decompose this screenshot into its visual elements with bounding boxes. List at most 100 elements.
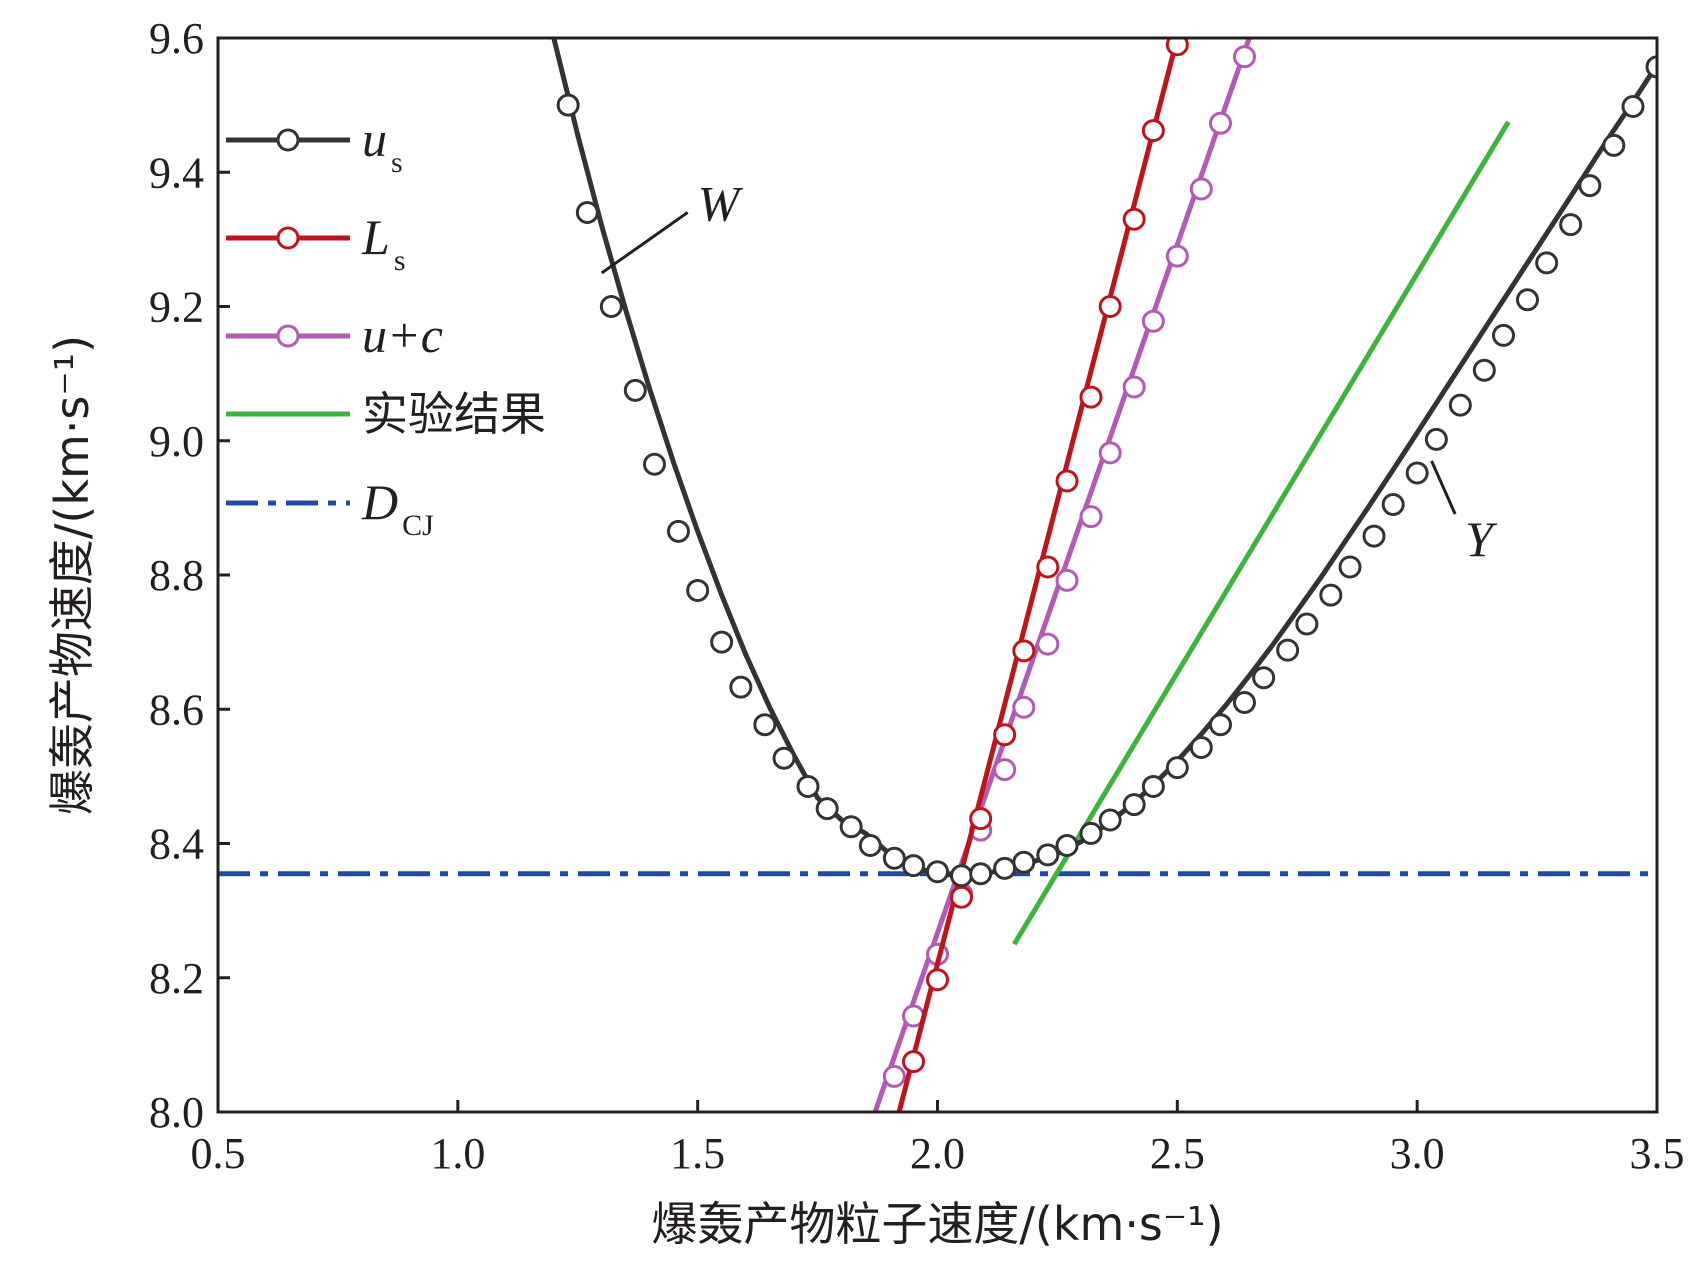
data-point-us <box>1381 493 1405 517</box>
series-exp <box>1012 120 1511 946</box>
data-point-Ls <box>993 723 1017 747</box>
data-point-uc <box>1141 309 1165 333</box>
legend-label-uc: u+c <box>362 307 443 363</box>
data-point-us <box>815 797 839 821</box>
y-axis-title: 爆轰产物速度/(km·s⁻¹) <box>45 335 99 815</box>
data-point-us <box>623 378 647 402</box>
data-point-us <box>1295 612 1319 636</box>
y-tick-label: 9.4 <box>149 148 204 197</box>
data-point-us <box>1098 808 1122 832</box>
legend-marker-us <box>276 128 300 152</box>
legend-item-exp: 实验结果 <box>226 387 546 441</box>
series-uc <box>872 38 1256 1112</box>
data-point-us <box>1141 774 1165 798</box>
data-point-us <box>949 864 973 888</box>
x-tick-label: 3.0 <box>1390 1129 1445 1178</box>
x-tick-label: 3.5 <box>1630 1129 1685 1178</box>
data-point-us <box>1165 756 1189 780</box>
legend: u s L s u+c 实验结果 D CJ <box>226 111 546 542</box>
x-tick-label: 2.5 <box>1150 1129 1205 1178</box>
y-tick-label: 8.4 <box>149 820 204 869</box>
data-point-us <box>839 815 863 839</box>
data-point-uc <box>1165 244 1189 268</box>
y-tick-label: 9.2 <box>149 283 204 332</box>
data-point-us <box>1189 736 1213 760</box>
y-tick-label: 8.8 <box>149 551 204 600</box>
data-point-us <box>753 713 777 737</box>
data-point-us <box>1276 638 1300 662</box>
data-point-uc <box>1209 111 1233 135</box>
data-point-us <box>882 846 906 870</box>
data-point-us <box>710 630 734 654</box>
data-point-us <box>1645 55 1657 79</box>
data-point-uc <box>1079 505 1103 529</box>
data-point-Ls <box>1012 639 1036 663</box>
data-point-us <box>1036 843 1060 867</box>
data-point-us <box>1472 358 1496 382</box>
data-point-Ls <box>1141 119 1165 143</box>
annotation-W: W <box>600 175 744 275</box>
data-point-us <box>1578 174 1602 198</box>
data-point-us <box>858 834 882 858</box>
y-tick-label: 9.6 <box>149 14 204 63</box>
annotation-leader <box>600 211 689 275</box>
legend-item-dcj: D CJ <box>226 474 434 542</box>
data-point-uc <box>993 758 1017 782</box>
series-layer <box>218 38 1657 1112</box>
legend-item-uc: u+c <box>226 307 443 363</box>
legend-label-dcj: D CJ <box>361 474 434 542</box>
data-point-uc <box>1036 632 1060 656</box>
data-point-Ls <box>1055 469 1079 493</box>
data-point-us <box>556 93 580 117</box>
data-point-uc <box>1055 568 1079 592</box>
data-point-us <box>729 675 753 699</box>
data-point-us <box>1012 850 1036 874</box>
data-point-us <box>1252 666 1276 690</box>
data-point-Ls <box>926 968 949 992</box>
data-point-us <box>796 774 820 798</box>
data-point-us <box>575 201 599 225</box>
annotation-label: Y <box>1465 511 1498 567</box>
data-point-Ls <box>1036 555 1060 579</box>
data-point-uc <box>1098 441 1122 465</box>
data-point-us <box>1515 288 1539 312</box>
data-point-us <box>1405 461 1429 485</box>
data-point-us <box>1362 524 1386 548</box>
data-point-us <box>1492 323 1516 347</box>
data-point-us <box>1559 213 1583 237</box>
data-point-us <box>599 295 623 318</box>
data-point-us <box>1079 821 1103 845</box>
legend-marker-uc <box>276 324 300 348</box>
y-tick-label: 8.6 <box>149 685 204 734</box>
data-point-us <box>1055 834 1079 858</box>
series-us <box>551 38 1657 888</box>
series-line-exp <box>1012 120 1511 946</box>
annotation-Y: Y <box>1430 460 1498 567</box>
y-tick-label: 8.2 <box>149 954 204 1003</box>
data-point-uc <box>882 1064 906 1088</box>
data-point-us <box>1602 133 1626 157</box>
data-point-us <box>1338 555 1362 579</box>
series-line-Ls <box>896 38 1180 1112</box>
data-point-uc <box>1189 177 1213 201</box>
data-point-Ls <box>949 885 973 909</box>
x-tick-label: 1.0 <box>430 1129 485 1178</box>
data-point-us <box>1535 251 1559 275</box>
data-point-us <box>1209 713 1233 737</box>
data-point-Ls <box>969 807 993 831</box>
data-point-Ls <box>902 1050 926 1074</box>
data-point-us <box>1319 583 1343 607</box>
data-point-us <box>993 856 1017 880</box>
y-tick-label: 8.0 <box>149 1088 204 1137</box>
annotations: WY <box>600 175 1498 567</box>
x-tick-label: 2.0 <box>910 1129 965 1178</box>
data-point-us <box>926 860 949 884</box>
x-axis-title: 爆轰产物粒子速度/(km·s⁻¹) <box>651 1197 1223 1251</box>
data-point-us <box>902 854 926 878</box>
data-point-us <box>1448 393 1472 417</box>
data-point-uc <box>1232 45 1256 69</box>
data-point-us <box>772 746 796 770</box>
